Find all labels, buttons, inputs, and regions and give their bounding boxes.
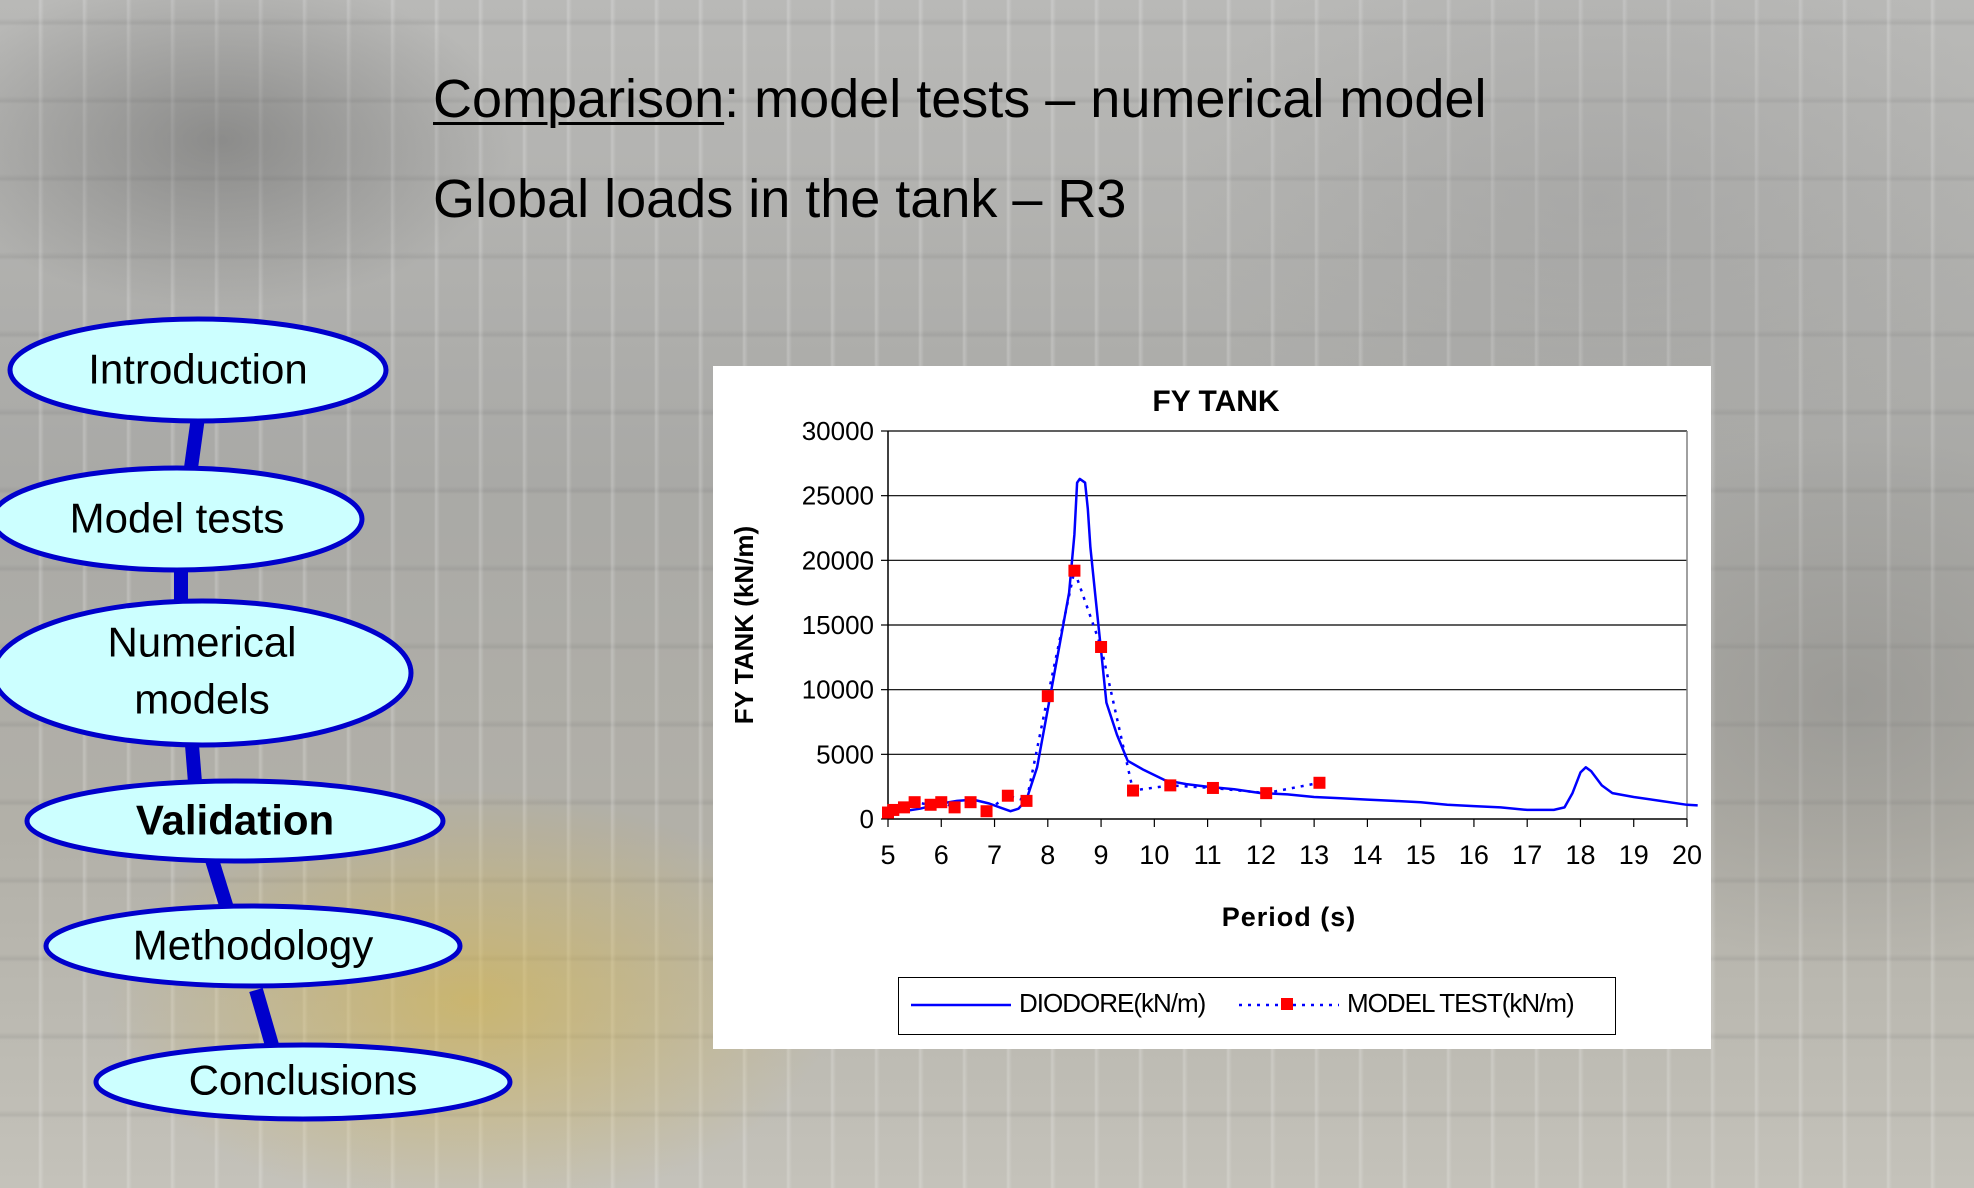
model-test-point bbox=[1041, 690, 1054, 703]
x-tick-label: 12 bbox=[1246, 840, 1276, 870]
model-test-point bbox=[908, 796, 921, 809]
y-tick-label: 30000 bbox=[802, 416, 874, 446]
y-tick-label: 20000 bbox=[802, 545, 874, 575]
chart-panel: 0 5000 10000 15000 20000 25000 30000 5 6 7 8 9 10 11 1… bbox=[713, 366, 1711, 1049]
slide-title-underlined: Comparison bbox=[433, 69, 725, 129]
y-tick-label: 25000 bbox=[802, 481, 874, 511]
slide-subtitle: Global loads in the tank – R3 bbox=[433, 169, 1127, 229]
nav-item-numerical-models[interactable]: Numerical models bbox=[107, 618, 297, 722]
x-tick-label: 20 bbox=[1672, 840, 1702, 870]
series-line-model-test bbox=[887, 569, 1320, 814]
model-test-point bbox=[1095, 640, 1108, 653]
y-tick-label: 0 bbox=[860, 804, 874, 834]
model-test-point bbox=[980, 805, 993, 818]
nav-ellipse-introduction[interactable] bbox=[7, 316, 389, 424]
y-tick-label: 15000 bbox=[802, 610, 874, 640]
legend-label-diodore: DIODORE(kN/m) bbox=[1019, 988, 1206, 1018]
x-tick-label: 16 bbox=[1459, 840, 1489, 870]
model-test-point bbox=[935, 796, 948, 809]
nav-ellipse-conclusions[interactable] bbox=[93, 1042, 513, 1122]
nav-ellipse-validation[interactable] bbox=[24, 778, 446, 864]
legend-swatch-model-test bbox=[1239, 998, 1339, 1010]
x-tick-label: 6 bbox=[934, 840, 949, 870]
x-tick-label: 7 bbox=[987, 840, 1002, 870]
chart-title: FY TANK bbox=[1152, 385, 1280, 418]
model-test-point bbox=[1313, 776, 1326, 789]
x-axis-label: Period (s) bbox=[1222, 902, 1357, 932]
model-test-point bbox=[1001, 789, 1014, 802]
x-tick-label: 18 bbox=[1565, 840, 1595, 870]
model-test-point bbox=[887, 803, 900, 816]
nav-item-validation[interactable]: Validation bbox=[135, 796, 335, 844]
x-tick-label: 11 bbox=[1194, 840, 1222, 870]
slide-title: Comparison: model tests – numerical mode… bbox=[433, 72, 1486, 126]
nav-item-introduction[interactable]: Introduction bbox=[88, 345, 308, 393]
nav-item-methodology[interactable]: Methodology bbox=[132, 921, 374, 969]
x-tick-label: 19 bbox=[1619, 840, 1649, 870]
x-tick-label: 8 bbox=[1040, 840, 1055, 870]
x-tick-label: 13 bbox=[1299, 840, 1329, 870]
nav-item-model-tests[interactable]: Model tests bbox=[69, 494, 285, 542]
slide-title-rest: : model tests – numerical model bbox=[724, 69, 1487, 129]
x-tick-label: 14 bbox=[1352, 840, 1382, 870]
model-test-point bbox=[948, 801, 961, 814]
model-test-point bbox=[1164, 779, 1177, 792]
model-test-point bbox=[897, 801, 910, 814]
x-tick-label: 5 bbox=[880, 840, 895, 870]
model-test-point bbox=[1206, 781, 1219, 794]
model-test-point bbox=[1127, 784, 1140, 797]
nav-item-conclusions[interactable]: Conclusions bbox=[188, 1056, 418, 1104]
nav-ellipses bbox=[0, 316, 513, 1122]
chart-legend: DIODORE(kN/m) MODEL TEST(kN/m) bbox=[898, 977, 1616, 1035]
nav-ellipse-methodology[interactable] bbox=[43, 903, 463, 989]
y-axis-label: FY TANK (kN/m) bbox=[729, 526, 759, 724]
legend-swatch-diodore bbox=[911, 1003, 1011, 1007]
y-tick-label: 10000 bbox=[802, 675, 874, 705]
model-test-point bbox=[1068, 564, 1081, 577]
nav-diagram bbox=[0, 316, 513, 1122]
nav-ellipse-numerical-models[interactable] bbox=[0, 598, 414, 748]
y-tick-label: 5000 bbox=[816, 739, 874, 769]
model-test-point bbox=[964, 796, 977, 809]
model-test-point bbox=[924, 798, 937, 811]
nav-ellipse-model-tests[interactable] bbox=[0, 465, 365, 573]
x-tick-label: 17 bbox=[1512, 840, 1542, 870]
model-test-point bbox=[1020, 794, 1033, 807]
x-tick-label: 15 bbox=[1406, 840, 1436, 870]
legend-label-model-test: MODEL TEST(kN/m) bbox=[1347, 988, 1575, 1018]
fy-tank-chart: 0 5000 10000 15000 20000 25000 30000 5 6 7 8 9 10 11 1… bbox=[729, 385, 1702, 932]
series-line-diodore bbox=[887, 477, 1698, 816]
x-tick-label: 10 bbox=[1139, 840, 1169, 870]
x-tick-label: 9 bbox=[1094, 840, 1109, 870]
model-test-point bbox=[1260, 787, 1273, 800]
